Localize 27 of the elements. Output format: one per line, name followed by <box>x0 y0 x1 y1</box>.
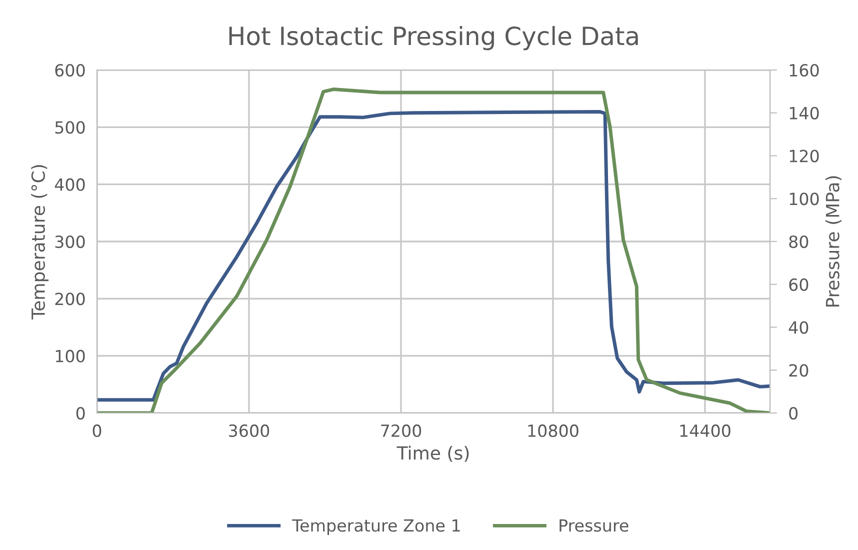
y-axis-title: Temperature (°C) <box>31 165 49 320</box>
y2-tick-label: 160 <box>790 64 819 77</box>
y-tick-label: 0 <box>76 406 85 420</box>
y2-tick-label: 80 <box>789 235 808 248</box>
y-tick-label: 400 <box>54 178 85 191</box>
x-tick-label: 7200 <box>381 424 422 438</box>
legend-label: Pressure <box>560 519 628 532</box>
y-tick-label: 100 <box>56 350 85 362</box>
y2-tick-label: 140 <box>790 106 819 120</box>
y2-tick-label: 100 <box>790 192 819 206</box>
y-tick-label: 500 <box>55 121 85 134</box>
y2-tick-label: 40 <box>788 321 808 334</box>
chart-title: Hot Isotactic Pressing Cycle Data <box>229 26 638 50</box>
x-tick-label: 10800 <box>528 424 578 438</box>
y2-tick-label: 60 <box>789 278 808 291</box>
x-tick-label: 3600 <box>229 424 270 438</box>
x-tick-label: 14400 <box>680 424 730 438</box>
legend-label: Temperature Zone 1 <box>292 519 460 535</box>
x-tick-label: 0 <box>92 424 102 438</box>
y-tick-label: 600 <box>55 64 85 77</box>
y2-tick-label: 20 <box>789 364 808 377</box>
y-tick-label: 200 <box>55 292 85 306</box>
y2-axis-title: Pressure (MPa) <box>825 176 842 307</box>
y2-tick-label: 120 <box>790 150 819 162</box>
y2-tick-label: 0 <box>789 406 798 420</box>
x-axis-title: Time (s) <box>396 446 469 462</box>
y-tick-label: 300 <box>55 235 85 248</box>
